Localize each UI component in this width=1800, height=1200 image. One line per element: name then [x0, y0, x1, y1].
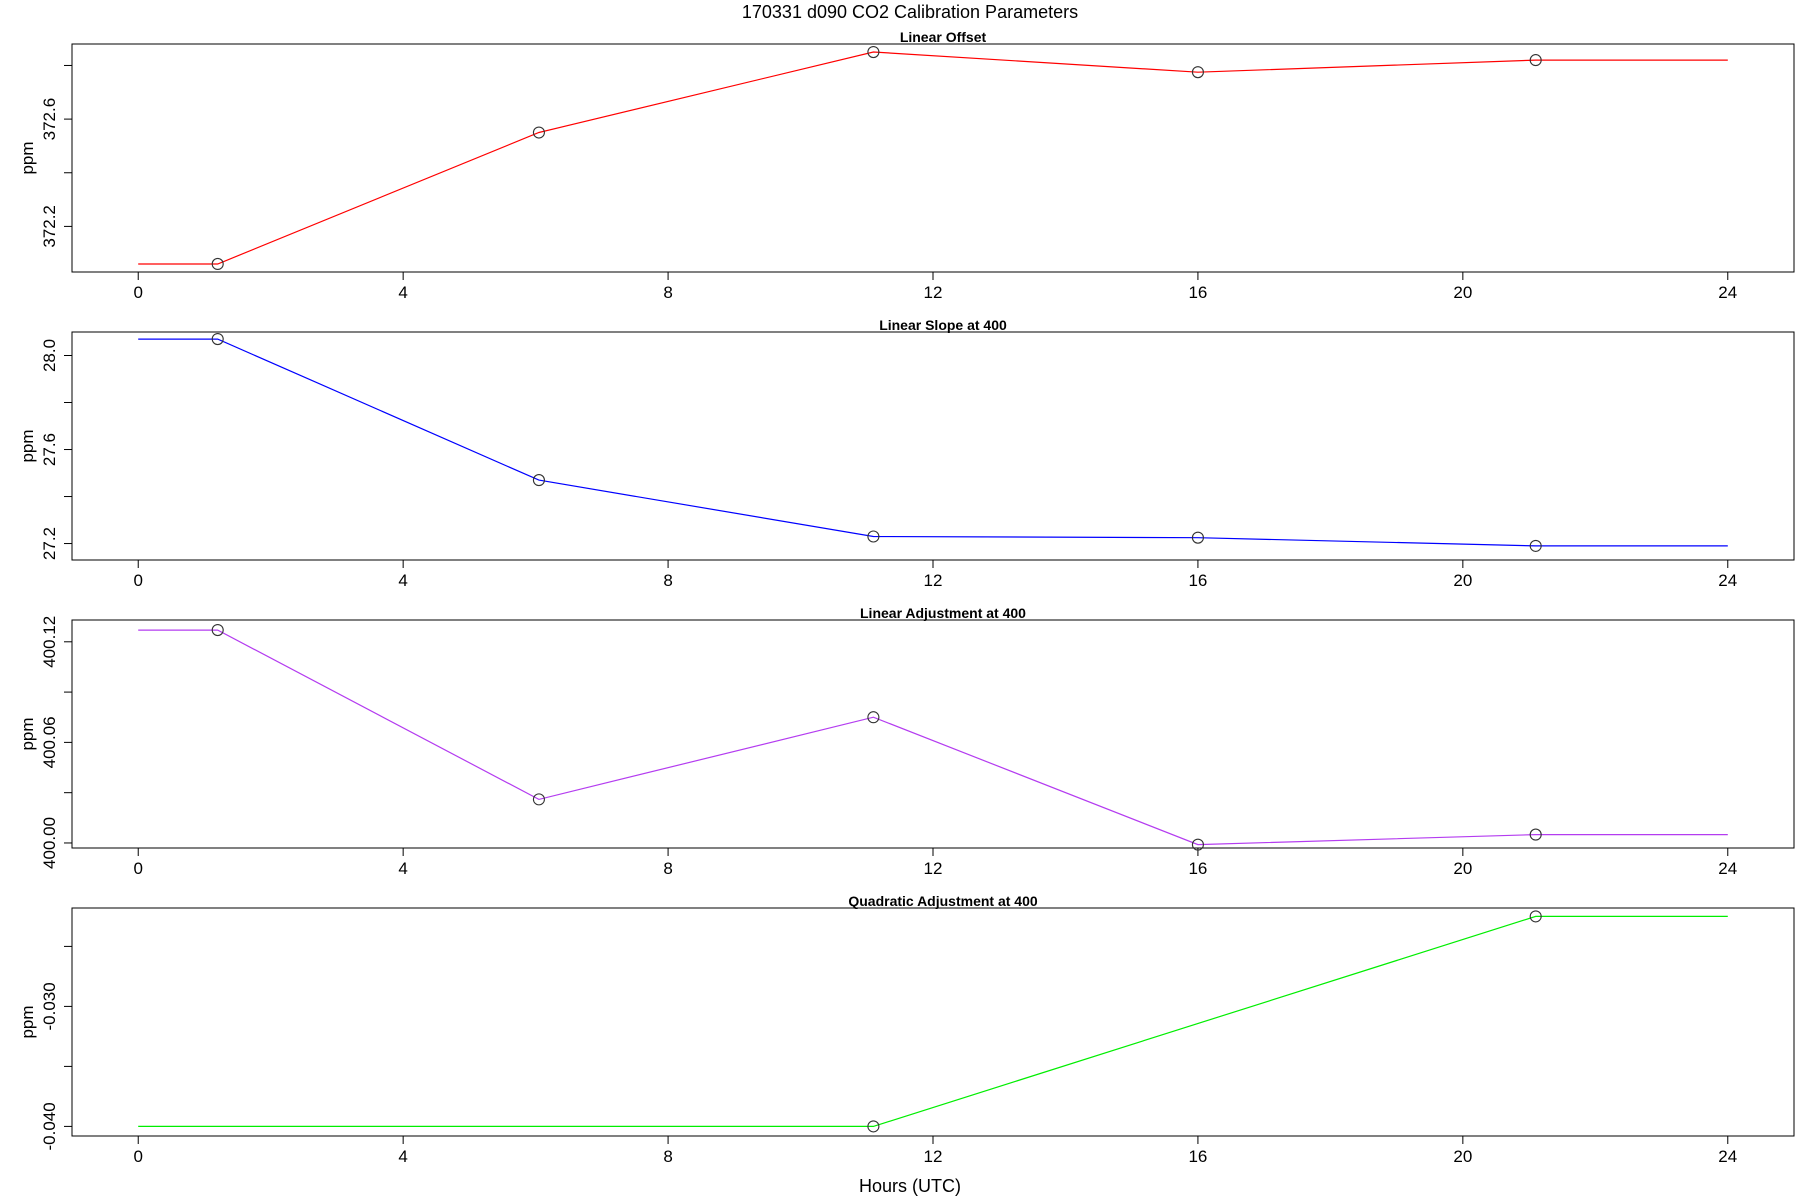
- x-tick-label: 4: [398, 1147, 407, 1166]
- plot-frame: [71, 619, 1795, 849]
- data-point-marker: [1191, 66, 1204, 79]
- panel-title: Linear Adjustment at 400: [860, 605, 1026, 621]
- y-tick-label: 400.00: [40, 817, 59, 869]
- x-tick-label: 20: [1453, 859, 1472, 878]
- x-tick-label: 20: [1453, 1147, 1472, 1166]
- y-tick-label: 372.6: [40, 98, 59, 141]
- x-tick-label: 24: [1718, 859, 1737, 878]
- panel-4: Quadratic Adjustment at 400 0 4 8 12 16 20 24 -0…: [18, 893, 1795, 1166]
- x-tick-label: 12: [924, 1147, 943, 1166]
- y-axis-label: ppm: [18, 429, 37, 462]
- data-point-marker: [1529, 910, 1542, 923]
- x-tick-label: 16: [1188, 1147, 1207, 1166]
- series-line: [138, 338, 1728, 547]
- data-point-marker: [1191, 531, 1204, 544]
- data-point-marker: [211, 257, 224, 271]
- panel-title: Quadratic Adjustment at 400: [848, 893, 1038, 909]
- panel-2: Linear Slope at 400 0 4 8 12 16 20 24 27.2 27.6 28…: [18, 317, 1795, 590]
- x-tick-label: 12: [924, 571, 943, 590]
- plot-frame: [71, 331, 1795, 561]
- y-tick-label: 372.2: [40, 205, 59, 248]
- y-tick-label: 400.12: [40, 616, 59, 668]
- panel-title: Linear Offset: [900, 29, 987, 45]
- x-tick-label: 24: [1718, 571, 1737, 590]
- y-axis-label: ppm: [18, 717, 37, 750]
- x-tick-label: 16: [1188, 571, 1207, 590]
- x-tick-label: 24: [1718, 1147, 1737, 1166]
- x-tick-label: 4: [398, 859, 407, 878]
- data-point-marker: [867, 1120, 880, 1133]
- data-point-marker: [1529, 539, 1542, 552]
- y-tick-label: -0.030: [40, 982, 59, 1030]
- data-point-marker: [1529, 54, 1542, 67]
- series-line: [138, 51, 1728, 265]
- data-point-marker: [211, 624, 224, 637]
- x-tick-label: 8: [663, 859, 672, 878]
- y-tick-label: -0.040: [40, 1102, 59, 1150]
- x-tick-label: 16: [1188, 859, 1207, 878]
- series-line: [138, 629, 1728, 846]
- x-tick-label: 0: [133, 571, 142, 590]
- x-tick-label: 8: [663, 283, 672, 302]
- x-tick-label: 0: [133, 1147, 142, 1166]
- plot-frame: [71, 907, 1795, 1137]
- x-tick-label: 20: [1453, 571, 1472, 590]
- data-point-marker: [867, 711, 880, 724]
- x-tick-label: 8: [663, 1147, 672, 1166]
- y-tick-label: 400.06: [40, 716, 59, 768]
- x-tick-label: 0: [133, 283, 142, 302]
- panel-3: Linear Adjustment at 400 0 4 8 12 16 20 24 400.0…: [18, 605, 1795, 878]
- y-tick-label: 28.0: [40, 339, 59, 372]
- figure-title: 170331 d090 CO2 Calibration Parameters: [742, 2, 1078, 22]
- data-point-marker: [1191, 838, 1204, 851]
- data-point-marker: [867, 45, 880, 59]
- x-tick-label: 4: [398, 571, 407, 590]
- plot-frame: [71, 43, 1795, 273]
- data-point-marker: [211, 333, 224, 346]
- x-tick-label: 4: [398, 283, 407, 302]
- data-point-marker: [532, 793, 545, 806]
- x-tick-label: 12: [924, 283, 943, 302]
- data-point-marker: [532, 126, 545, 139]
- y-tick-label: 27.6: [40, 433, 59, 466]
- y-axis-label: ppm: [18, 141, 37, 174]
- data-point-marker: [532, 474, 545, 487]
- x-tick-label: 16: [1188, 283, 1207, 302]
- x-tick-label: 8: [663, 571, 672, 590]
- x-axis-label: Hours (UTC): [859, 1176, 961, 1196]
- x-tick-label: 12: [924, 859, 943, 878]
- series-line: [138, 915, 1728, 1128]
- x-tick-label: 24: [1718, 283, 1737, 302]
- x-tick-label: 20: [1453, 283, 1472, 302]
- x-tick-label: 0: [133, 859, 142, 878]
- y-axis-label: ppm: [18, 1005, 37, 1038]
- panel-title: Linear Slope at 400: [879, 317, 1007, 333]
- data-point-marker: [1529, 828, 1542, 841]
- y-tick-label: 27.2: [40, 527, 59, 560]
- data-point-marker: [867, 530, 880, 543]
